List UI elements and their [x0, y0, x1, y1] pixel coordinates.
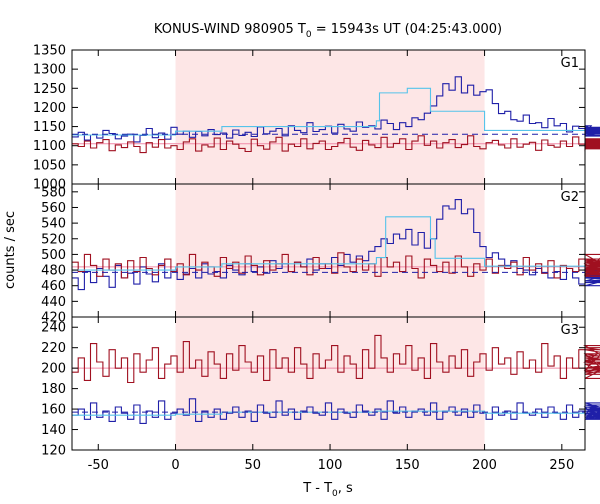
y-tick-label: 1150 — [33, 120, 66, 135]
x-axis-title: T - T0, s — [302, 481, 353, 499]
cyan-fit-line — [72, 216, 586, 271]
y-tick-label: 480 — [41, 264, 66, 279]
x-tick-label: 250 — [549, 458, 574, 473]
chart-title: KONUS-WIND 980905 T0 = 15943s UT (04:25:… — [154, 22, 502, 40]
panel-g3: 120 140 160 180 200 220 240 -50 0 50 100 150 200 250 G… — [41, 316, 600, 473]
y-tick-label: 540 — [41, 217, 66, 232]
y-tick-label: 500 — [41, 248, 66, 263]
panel-label: G3 — [561, 323, 579, 338]
x-tick-label: 50 — [245, 458, 262, 473]
red-count-series — [72, 135, 600, 154]
y-tick-label: 180 — [41, 382, 66, 397]
y-tick-label: 420 — [41, 311, 66, 326]
y-tick-label: 200 — [41, 362, 66, 377]
y-tick-label: 1050 — [33, 158, 66, 173]
blue-count-series — [72, 199, 600, 291]
y-tick-label: 580 — [41, 185, 66, 200]
y-tick-label: 1000 — [33, 178, 66, 193]
y-tick-label: 160 — [41, 403, 66, 418]
shaded-interval — [175, 184, 485, 317]
x-tick-label: 100 — [318, 458, 343, 473]
panel-label: G1 — [561, 56, 579, 71]
y-tick-label: 1200 — [33, 101, 66, 116]
panel-frame — [71, 316, 586, 451]
red-count-series — [72, 252, 600, 279]
y-tick-label: 240 — [41, 321, 66, 336]
blue-count-series — [72, 398, 600, 424]
x-tick-label: 0 — [171, 458, 179, 473]
x-tick-label: 150 — [395, 458, 420, 473]
y-axis-title: counts / sec — [3, 211, 18, 289]
y-tick-label: 1300 — [33, 63, 66, 78]
panel-label: G2 — [561, 190, 579, 205]
y-tick-label: 560 — [41, 201, 66, 216]
cyan-fit-line — [72, 87, 585, 136]
y-tick-label: 220 — [41, 341, 66, 356]
y-tick-label: 520 — [41, 232, 66, 247]
blue-count-series — [72, 76, 600, 143]
y-tick-label: 460 — [41, 279, 66, 294]
y-tick-label: 140 — [41, 423, 66, 438]
panel-g1: 1000 1050 1100 1150 1200 1250 1300 1350 G1 — [33, 44, 600, 193]
y-tick-label: 1100 — [33, 139, 66, 154]
x-tick-label: 200 — [472, 458, 497, 473]
shaded-interval — [175, 50, 485, 184]
y-tick-label: 1250 — [33, 82, 66, 97]
y-tick-label: 120 — [41, 444, 66, 459]
red-count-series — [72, 334, 600, 384]
x-tick-label: -50 — [88, 458, 109, 473]
y-tick-label: 440 — [41, 295, 66, 310]
chart-panels: 10001050110011501200125013001350G1420440… — [33, 44, 600, 473]
y-tick-label: 1350 — [33, 44, 66, 59]
shaded-interval — [175, 317, 485, 450]
